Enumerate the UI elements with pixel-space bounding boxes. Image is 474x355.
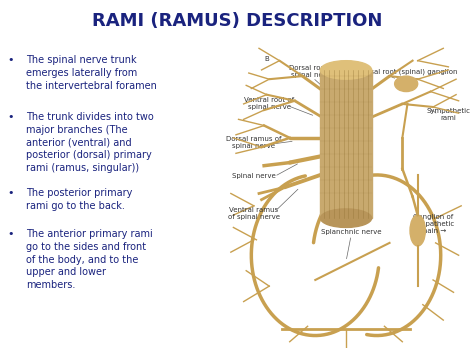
Text: Sympathetic
rami: Sympathetic rami — [427, 108, 470, 121]
Text: •: • — [7, 188, 14, 198]
Text: B: B — [264, 56, 269, 62]
Text: Ganglion of
sympathetic
chain →: Ganglion of sympathetic chain → — [411, 214, 455, 234]
Text: Dorsal root of
spinal nerve: Dorsal root of spinal nerve — [289, 65, 337, 78]
Text: Splanchnic nerve: Splanchnic nerve — [321, 229, 382, 235]
Bar — [320, 70, 372, 218]
Text: RAMI (RAMUS) DESCRIPTION: RAMI (RAMUS) DESCRIPTION — [92, 12, 382, 31]
Text: Spinal nerve: Spinal nerve — [232, 174, 276, 180]
Ellipse shape — [320, 61, 372, 79]
Text: The posterior primary
rami go to the back.: The posterior primary rami go to the bac… — [26, 188, 132, 211]
Text: Dorsal ramus of
spinal nerve: Dorsal ramus of spinal nerve — [226, 136, 282, 149]
Text: Ventral root of
spinal nerve: Ventral root of spinal nerve — [244, 97, 294, 110]
Text: •: • — [7, 229, 14, 239]
Text: Ventral ramus
of spinal nerve: Ventral ramus of spinal nerve — [228, 207, 280, 220]
Ellipse shape — [320, 209, 372, 228]
Text: The spinal nerve trunk
emerges laterally from
the intervertebral foramen: The spinal nerve trunk emerges laterally… — [26, 55, 157, 91]
Ellipse shape — [395, 76, 418, 92]
Text: •: • — [7, 112, 14, 122]
Ellipse shape — [410, 215, 425, 246]
Text: Dorsal root (spinal) ganglion: Dorsal root (spinal) ganglion — [358, 68, 457, 75]
Text: •: • — [7, 55, 14, 65]
Text: The trunk divides into two
major branches (The
anterior (ventral) and
posterior : The trunk divides into two major branche… — [26, 112, 154, 173]
Text: The anterior primary rami
go to the sides and front
of the body, and to the
uppe: The anterior primary rami go to the side… — [26, 229, 153, 290]
